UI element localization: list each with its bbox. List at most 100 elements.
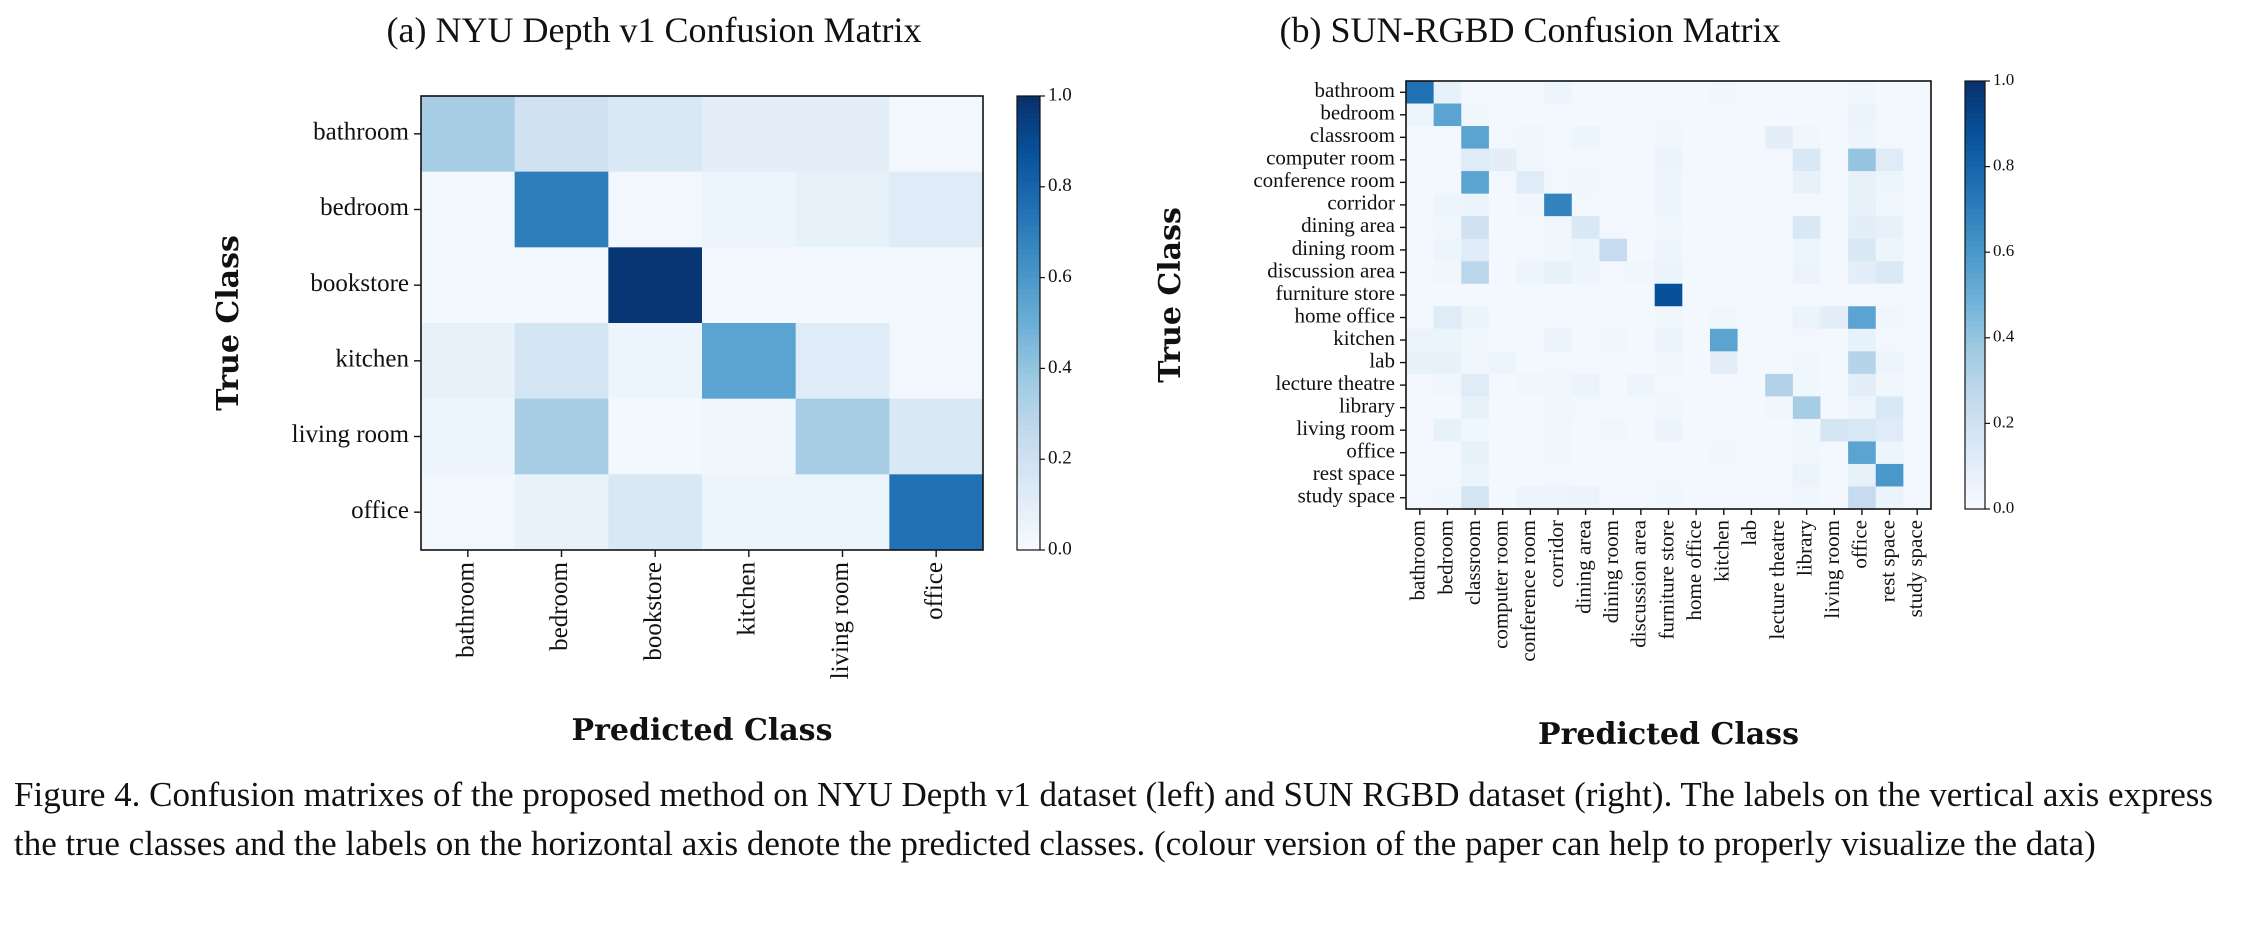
colorbar-segment xyxy=(1965,418,1985,424)
colorbar-segment xyxy=(1017,493,1040,500)
heatmap-cell xyxy=(1516,351,1545,375)
heatmap-cell xyxy=(1820,193,1849,217)
heatmap-cell xyxy=(889,247,984,324)
colorbar-segment xyxy=(1965,407,1985,414)
heatmap-cell xyxy=(1903,283,1932,307)
heatmap-cell xyxy=(1903,81,1932,105)
heatmap-cell xyxy=(1848,126,1877,150)
heatmap-cell xyxy=(1682,81,1711,105)
y-tick-label: classroom xyxy=(1310,123,1395,147)
heatmap-cell xyxy=(702,247,797,324)
heatmap-cell xyxy=(1820,283,1849,307)
heatmap-cell xyxy=(1737,126,1766,150)
heatmap-cell xyxy=(1627,216,1656,240)
heatmap-cell xyxy=(1571,396,1600,420)
heatmap-cell xyxy=(1875,148,1904,172)
heatmap-cell xyxy=(1709,261,1739,285)
chart-nyu-depth: (a) NYU Depth v1 Confusion Matrix bathroo… xyxy=(211,10,1072,748)
colorbar-segment xyxy=(1965,129,1985,136)
heatmap-cell xyxy=(1820,463,1849,487)
heatmap-cell xyxy=(1709,396,1739,420)
colorbar-segment xyxy=(1965,91,1985,98)
colorbar-tick-label: 1.0 xyxy=(1993,70,2014,89)
heatmap-cell xyxy=(514,398,609,475)
heatmap-cell xyxy=(1682,441,1711,465)
heatmap-cell xyxy=(1654,351,1683,375)
colorbar-segment xyxy=(1965,423,1985,430)
colorbar-segment xyxy=(1965,471,1985,478)
heatmap-cell xyxy=(1406,103,1435,127)
colorbar-segment xyxy=(1017,544,1040,551)
heatmap-cell xyxy=(1820,441,1849,465)
heatmap-cell xyxy=(1516,418,1545,442)
heatmap-cell xyxy=(1406,283,1435,307)
colorbar-segment xyxy=(1017,305,1040,313)
colorbar-segment xyxy=(1017,408,1040,415)
heatmap-cell xyxy=(1461,418,1490,442)
heatmap-cell xyxy=(1848,193,1877,217)
colorbar-segment xyxy=(1017,391,1040,398)
colorbar-segment xyxy=(1017,118,1040,125)
heatmap-cell xyxy=(1488,216,1518,240)
colorbar-segment xyxy=(1017,368,1040,375)
heatmap-cell xyxy=(608,171,703,248)
heatmap-cell xyxy=(1820,328,1849,352)
colorbar-segment xyxy=(1965,337,1985,344)
heatmap-cell xyxy=(1765,351,1794,375)
colorbar-segment xyxy=(1017,481,1040,489)
heatmap-cell xyxy=(1627,328,1656,352)
x-tick-label: rest space xyxy=(1875,520,1899,602)
colorbar-segment xyxy=(1017,419,1040,426)
colorbar-segment xyxy=(1965,139,1985,146)
colorbar-segment xyxy=(1017,498,1040,506)
colorbar-segment xyxy=(1017,249,1040,256)
colorbar-segment xyxy=(1965,391,1985,398)
heatmap-cell xyxy=(421,398,516,475)
heatmap-cell xyxy=(1599,193,1628,217)
heatmap-cell xyxy=(1516,126,1545,150)
heatmap-cell xyxy=(1488,418,1518,442)
heatmap-cell xyxy=(1709,328,1739,352)
colorbar-segment xyxy=(1965,284,1985,291)
heatmap-cell xyxy=(889,398,984,475)
colorbar-segment xyxy=(1965,455,1985,462)
heatmap-cell xyxy=(1461,351,1490,375)
heatmap-cell xyxy=(1820,306,1849,330)
colorbar-segment xyxy=(1017,198,1040,205)
colorbar-tick-label: 0.0 xyxy=(1993,498,2014,517)
heatmap-cell xyxy=(1627,486,1656,510)
heatmap-cell xyxy=(795,247,890,324)
heatmap-cell xyxy=(1903,306,1932,330)
heatmap-cell xyxy=(795,398,890,475)
heatmap-cell xyxy=(1627,418,1656,442)
heatmap-cell xyxy=(1599,418,1628,442)
x-tick-label: dining area xyxy=(1571,519,1595,614)
x-tick-label: furniture store xyxy=(1654,520,1678,640)
colorbar: 0.0 0.2 0.4 0.6 0.8 1.0 xyxy=(1016,84,1072,559)
heatmap-cell xyxy=(1433,373,1462,397)
heatmap-cell xyxy=(1848,486,1877,510)
colorbar-segment xyxy=(1965,295,1985,301)
heatmap-cell xyxy=(1433,351,1462,375)
colorbar-tick-label: 0.6 xyxy=(1993,241,2014,260)
heatmap-cell xyxy=(1682,126,1711,150)
colorbar-segment xyxy=(1017,504,1040,511)
colorbar-segment xyxy=(1965,177,1985,184)
heatmap-cell xyxy=(1875,441,1904,465)
heatmap-cell xyxy=(1488,103,1518,127)
colorbar-segment xyxy=(1965,113,1985,120)
colorbar-segment xyxy=(1965,364,1985,371)
heatmap-cell xyxy=(1571,486,1600,510)
heatmap-cell xyxy=(1461,486,1490,510)
heatmap-cell xyxy=(1709,306,1739,330)
colorbar-segment xyxy=(1017,510,1040,517)
colorbar-segment xyxy=(1965,402,1985,408)
chart-title: (b) SUN-RGBD Confusion Matrix xyxy=(1280,10,1781,50)
heatmap-cell xyxy=(1765,328,1794,352)
heatmap-cell xyxy=(1571,261,1600,285)
x-tick-label: discussion area xyxy=(1627,519,1651,647)
x-tick-label: study space xyxy=(1903,520,1927,617)
heatmap-cell xyxy=(1848,351,1877,375)
colorbar-segment xyxy=(1965,150,1985,157)
heatmap-cell xyxy=(1903,441,1932,465)
